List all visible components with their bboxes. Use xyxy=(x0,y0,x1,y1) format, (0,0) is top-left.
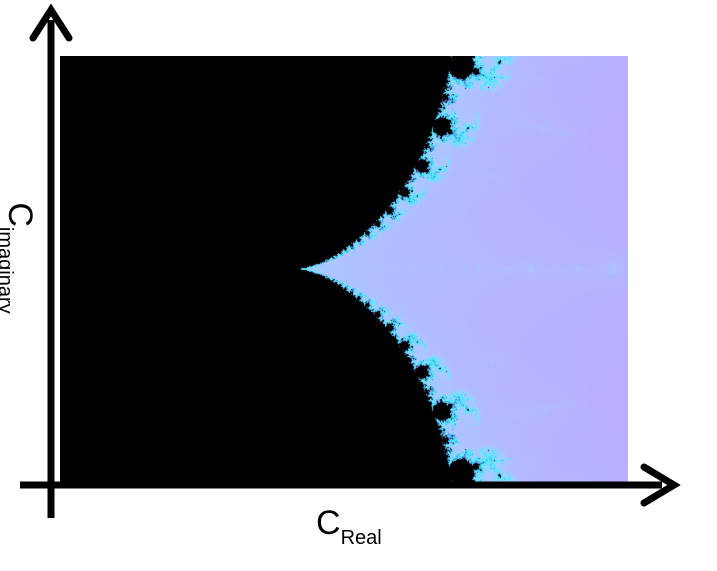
mandelbrot-fractal-image xyxy=(60,56,628,482)
y-axis-arrowhead xyxy=(29,3,73,42)
x-axis-label: CReal xyxy=(316,504,382,548)
y-axis-label-subscript: imaginary xyxy=(0,226,16,314)
x-axis-arrowhead xyxy=(640,463,681,507)
y-axis-label-main: C xyxy=(1,202,39,227)
x-axis-label-subscript: Real xyxy=(340,527,382,549)
mandelbrot-plot-area xyxy=(60,56,628,482)
x-axis-label-main: C xyxy=(316,504,341,542)
y-axis-label: Cimaginary xyxy=(0,202,39,314)
